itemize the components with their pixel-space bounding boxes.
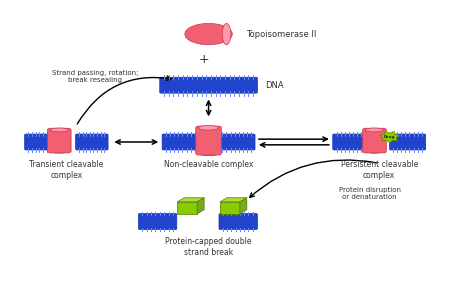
FancyBboxPatch shape [390, 134, 426, 150]
Text: Persistent cleavable
complex: Persistent cleavable complex [340, 160, 418, 180]
FancyBboxPatch shape [220, 202, 240, 214]
Text: Topoisomerase II: Topoisomerase II [246, 30, 317, 39]
FancyBboxPatch shape [47, 128, 71, 153]
Ellipse shape [199, 151, 219, 156]
FancyBboxPatch shape [219, 214, 257, 229]
Ellipse shape [185, 24, 232, 45]
Text: +: + [199, 53, 209, 66]
Ellipse shape [365, 149, 383, 153]
Text: Non-cleavable complex: Non-cleavable complex [164, 160, 253, 170]
Polygon shape [220, 198, 247, 202]
FancyBboxPatch shape [75, 134, 108, 150]
Text: Drug: Drug [384, 135, 395, 139]
FancyBboxPatch shape [162, 134, 198, 150]
FancyBboxPatch shape [363, 128, 386, 153]
Ellipse shape [50, 149, 68, 153]
Polygon shape [197, 198, 204, 214]
Text: Protein-capped double
strand break: Protein-capped double strand break [165, 237, 252, 256]
Ellipse shape [365, 128, 383, 132]
FancyBboxPatch shape [333, 134, 369, 150]
FancyBboxPatch shape [160, 77, 257, 93]
Polygon shape [380, 131, 400, 143]
FancyBboxPatch shape [138, 214, 177, 229]
Text: Strand passing, rotation;
break resealing: Strand passing, rotation; break resealin… [52, 70, 138, 83]
Text: Transient cleavable
complex: Transient cleavable complex [29, 160, 103, 180]
FancyBboxPatch shape [219, 134, 255, 150]
FancyBboxPatch shape [177, 202, 197, 214]
Ellipse shape [199, 126, 219, 130]
Text: DNA: DNA [265, 81, 284, 90]
Ellipse shape [222, 24, 231, 45]
Text: Protein disruption
or denaturation: Protein disruption or denaturation [339, 187, 401, 200]
FancyBboxPatch shape [196, 126, 221, 155]
FancyBboxPatch shape [25, 134, 57, 150]
Polygon shape [177, 198, 204, 202]
Ellipse shape [50, 128, 68, 132]
Polygon shape [240, 198, 247, 214]
